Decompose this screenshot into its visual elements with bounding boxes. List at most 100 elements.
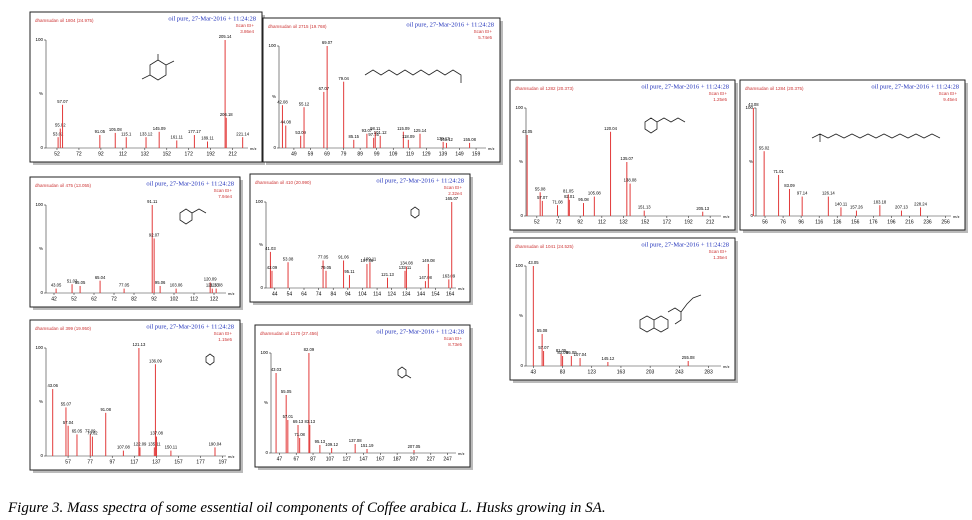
x-tick-label: 132 [141, 151, 150, 157]
structure-sketch [811, 133, 941, 142]
y-tick-label: 0 [265, 450, 268, 455]
peak-label: 155.08 [463, 137, 476, 142]
x-tick-label: 112 [190, 296, 198, 302]
peak-label: 85.15 [349, 134, 360, 139]
intensity-label: 5.74e5 [478, 35, 492, 40]
x-tick-label: 127 [343, 456, 352, 462]
panel-title: dhamsudan oil 399 (19.950) [35, 326, 92, 331]
x-tick-label: 64 [301, 291, 307, 297]
peak-label: 71.08 [294, 432, 305, 437]
panel-subtitle: oil pure, 27-Mar-2016 + 11:24:28 [641, 83, 729, 90]
x-tick-label: 139 [439, 151, 448, 157]
peak-label: 91.08 [100, 407, 111, 412]
peak-label: 121.13 [132, 342, 145, 347]
intensity-label: 7.94e4 [218, 194, 232, 199]
x-tick-label: 196 [887, 219, 896, 225]
peak-label: 135.11 [148, 441, 161, 446]
scan-label: Scan EI+ [709, 249, 728, 254]
peak-label: 53.02 [53, 131, 64, 136]
peak-label: 93.07 [362, 128, 373, 133]
peak-label: 205.13 [696, 206, 709, 211]
y-axis-label: % [272, 94, 276, 99]
x-tick-label: 67 [293, 456, 299, 462]
peak-label: 95.09 [566, 350, 577, 355]
x-tick-label: 42 [51, 296, 57, 302]
x-tick-label: 177 [196, 459, 205, 465]
peak-label: 91.06 [338, 255, 349, 260]
x-tick-label: 62 [91, 296, 97, 302]
peak-label: 71.08 [552, 199, 563, 204]
peak-label: 79.02 [87, 431, 98, 436]
x-tick-label: 156 [851, 219, 860, 225]
peak-label: 133.12 [140, 131, 153, 136]
y-tick-label: 100 [515, 105, 523, 110]
peak-label: 57.01 [283, 414, 294, 419]
x-tick-label: 89 [357, 151, 363, 157]
peak-label: 190.04 [209, 441, 222, 446]
caption: Figure 3. Mass spectra of some essential… [7, 500, 606, 516]
x-tick-label: 187 [393, 456, 402, 462]
peak-label: 125.14 [414, 128, 427, 133]
peak-label: 57.07 [57, 99, 68, 104]
peak-label: 109.12 [325, 442, 338, 447]
structure-sketch [364, 69, 462, 83]
peak-label: 98.11 [370, 126, 381, 131]
intensity-label: 1.25e5 [713, 97, 727, 102]
x-axis-label: m/z [458, 286, 464, 291]
peak-label: 42.09 [267, 265, 278, 270]
intensity-label: 1.15e5 [218, 337, 232, 342]
peak-label: 138.08 [624, 178, 637, 183]
x-axis-label: m/z [228, 291, 234, 296]
panel-title: dhamsudan oil 1284 (20.375) [745, 86, 804, 91]
y-axis-label: % [39, 246, 43, 251]
x-tick-label: 87 [310, 456, 316, 462]
x-tick-label: 144 [417, 291, 426, 297]
peak-label: 79.05 [321, 265, 332, 270]
x-tick-label: 159 [472, 151, 481, 157]
peak-label: 151.19 [361, 443, 374, 448]
x-tick-label: 82 [131, 296, 137, 302]
peak-label: 115.09 [397, 126, 410, 131]
x-tick-label: 104 [358, 291, 367, 297]
x-tick-label: 132 [619, 219, 628, 225]
structure-sketch [644, 117, 686, 134]
panel-subtitle: oil pure, 27-Mar-2016 + 11:24:28 [146, 180, 234, 187]
peak-label: 147.08 [419, 275, 432, 280]
peak-label: 139.13 [437, 136, 450, 141]
peak-label: 95.11 [344, 269, 355, 274]
panel-title: dhamsudan oil 410 (20.990) [255, 180, 312, 185]
peak-label: 43.05 [51, 283, 62, 288]
x-tick-label: 47 [277, 456, 283, 462]
x-tick-label: 92 [577, 219, 583, 225]
x-tick-label: 99 [374, 151, 380, 157]
panel-subtitle: oil pure, 27-Mar-2016 + 11:24:28 [146, 323, 234, 330]
panel-subtitle: oil pure, 27-Mar-2016 + 11:24:28 [376, 328, 464, 335]
peak-label: 55.08 [537, 328, 548, 333]
peak-label: 134.08 [400, 261, 413, 266]
x-tick-label: 72 [76, 151, 82, 157]
peak-label: 83.13 [305, 419, 316, 424]
x-tick-label: 212 [706, 219, 715, 225]
peak-label: 55.12 [299, 101, 310, 106]
y-axis-label: % [39, 91, 43, 96]
peak-label: 157.26 [850, 205, 863, 210]
peak-label: 163.09 [442, 274, 455, 279]
x-tick-label: 122 [210, 296, 219, 302]
peak-label: 189.11 [201, 136, 214, 141]
x-tick-label: 69 [324, 151, 330, 157]
x-tick-label: 117 [130, 459, 138, 465]
peak-label: 107.04 [574, 352, 587, 357]
peak-label: 105.08 [588, 191, 601, 196]
peak-label: 123.08 [210, 283, 223, 288]
y-tick-label: 100 [255, 199, 263, 204]
intensity-label: 2.32e4 [448, 191, 462, 196]
peak-label: 177.17 [188, 129, 201, 134]
peak-label: 69.07 [322, 40, 333, 45]
x-tick-label: 256 [941, 219, 950, 225]
peak-label: 57.04 [63, 420, 74, 425]
x-tick-label: 114 [373, 291, 381, 297]
x-tick-label: 49 [291, 151, 297, 157]
x-tick-label: 192 [684, 219, 693, 225]
x-tick-label: 56 [762, 219, 768, 225]
x-axis-label: m/z [953, 214, 959, 219]
